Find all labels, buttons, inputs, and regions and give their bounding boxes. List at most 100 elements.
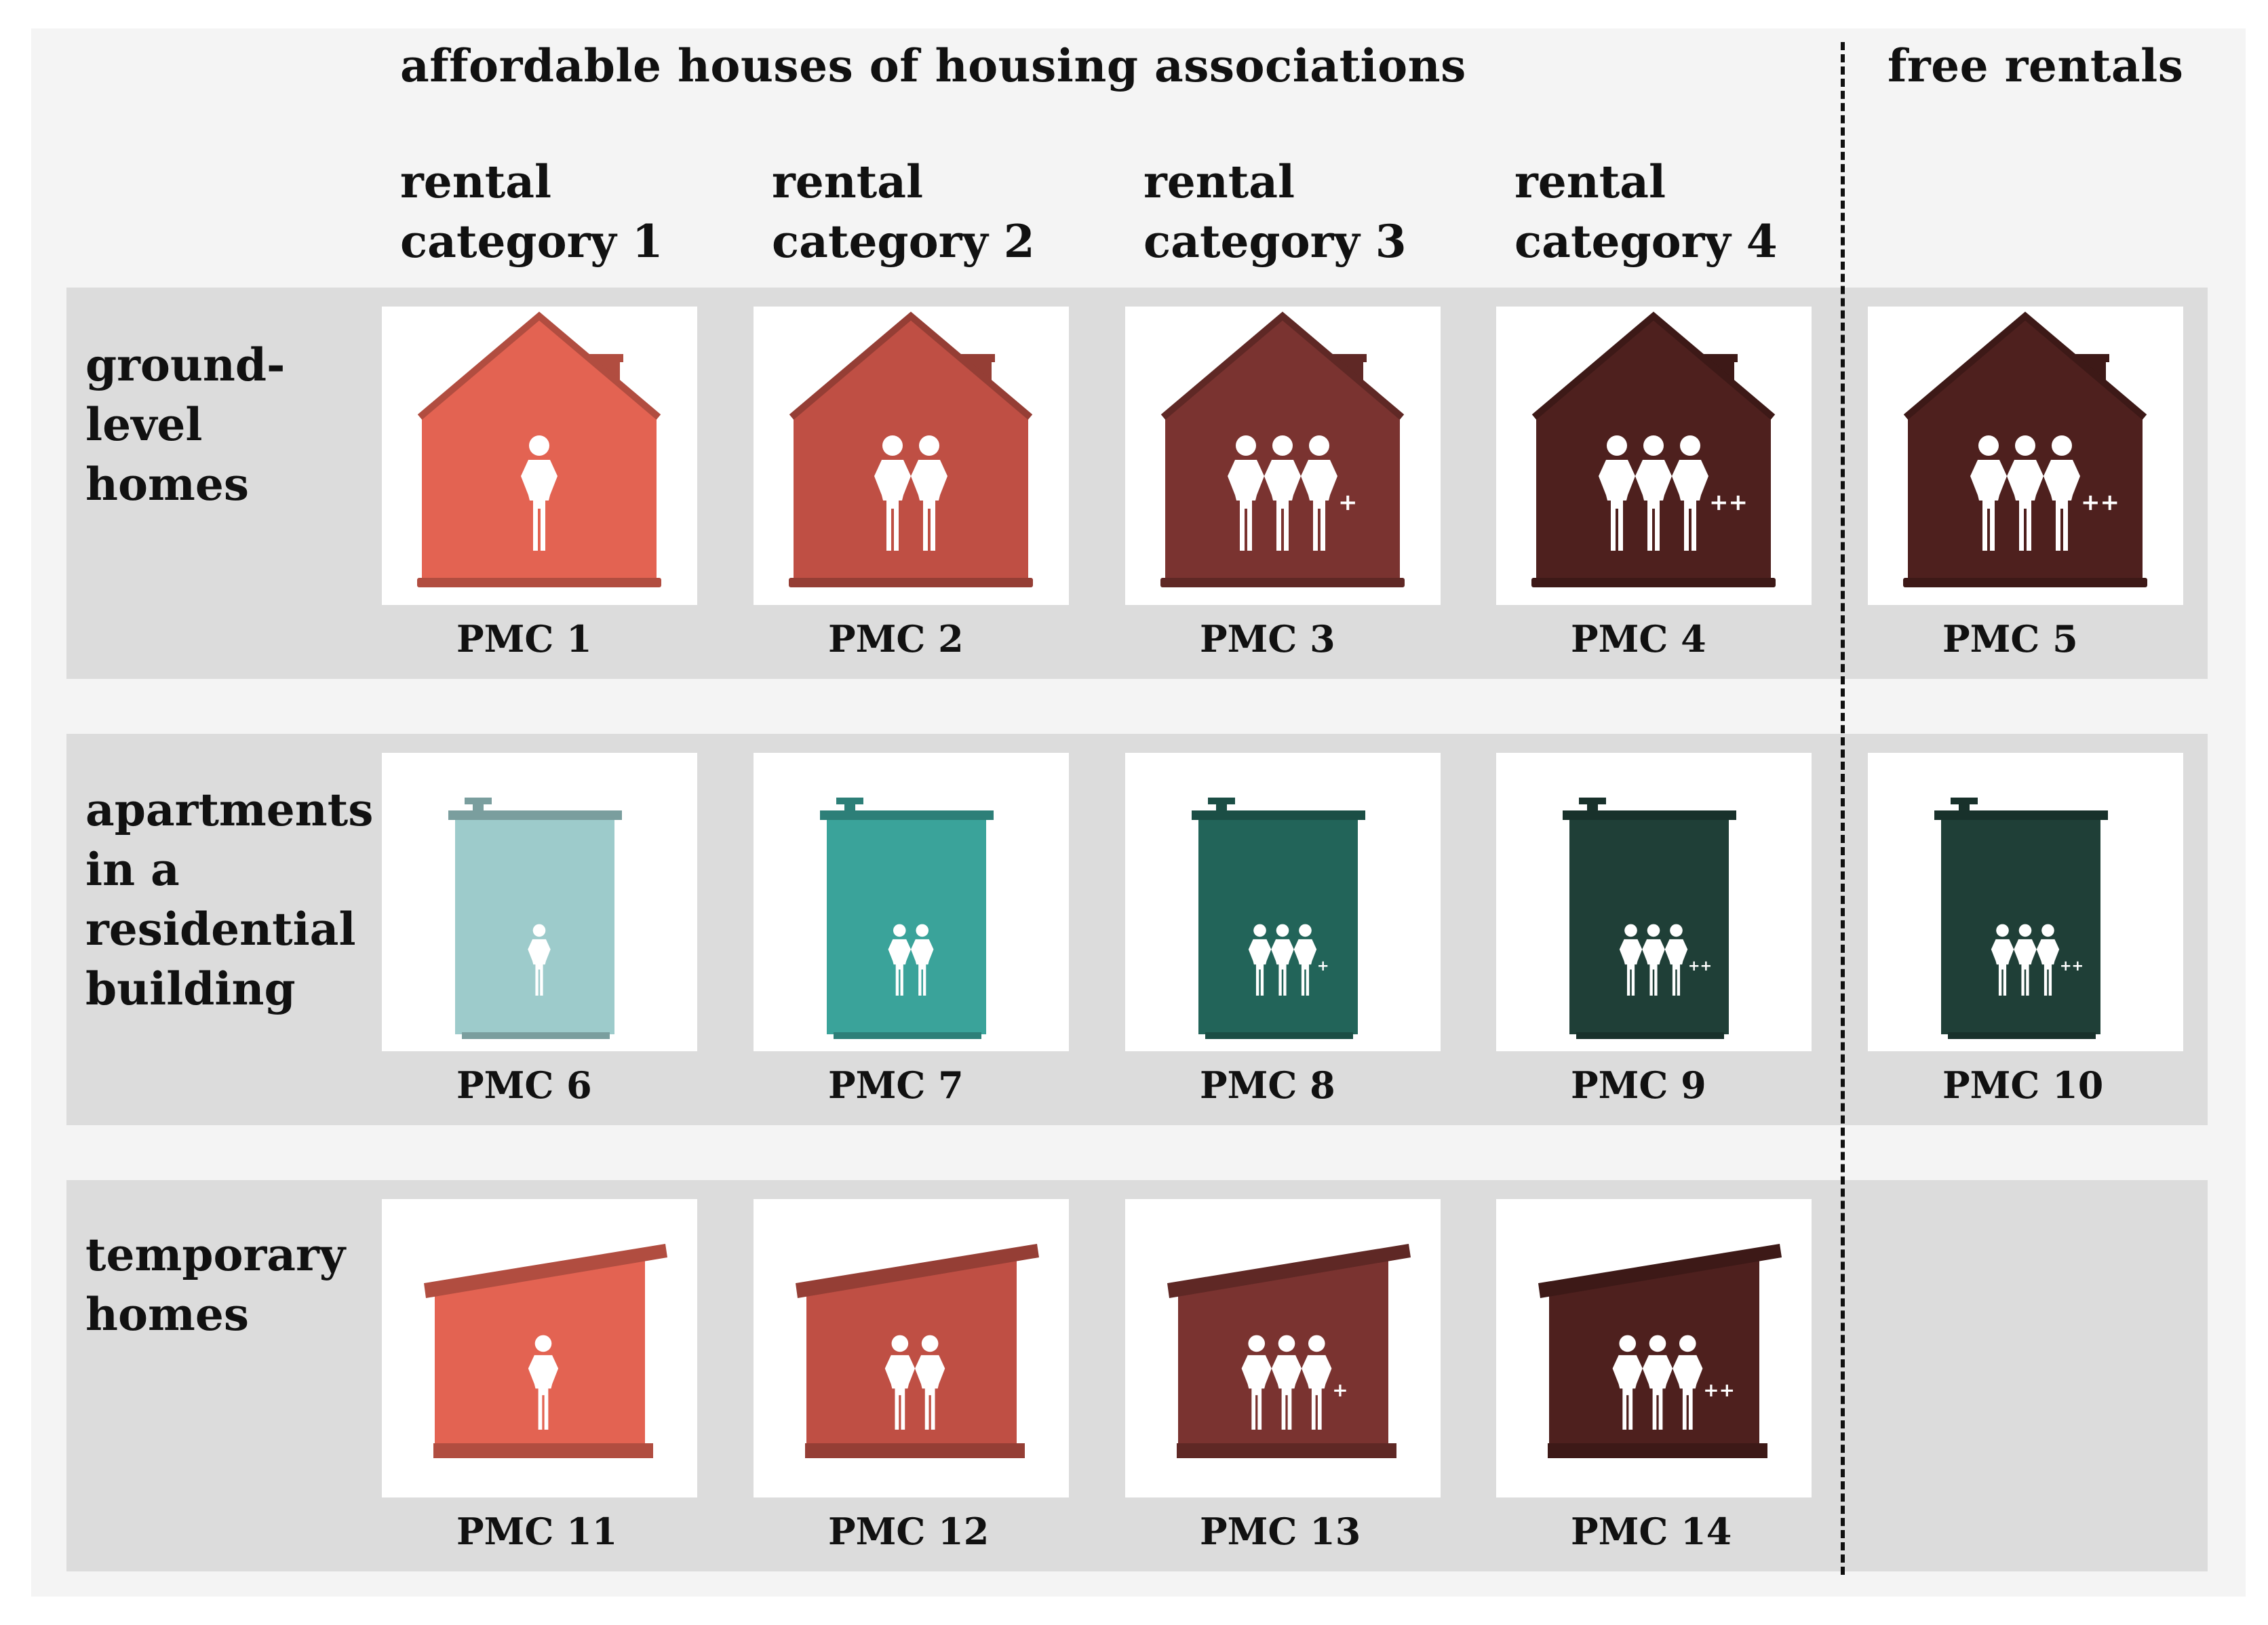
- plus-mark: +: [1332, 1379, 1348, 1401]
- row-header-line: level: [85, 398, 203, 451]
- occupants-group: ++: [1599, 435, 1748, 551]
- person-icon: [1271, 1335, 1302, 1430]
- pmc-label: PMC 13: [1200, 1510, 1361, 1553]
- pmc-label: PMC 9: [1571, 1063, 1706, 1107]
- occupants-group: [874, 435, 947, 551]
- cabin-icon: [796, 1244, 1039, 1458]
- column-header-line: rental: [1143, 155, 1295, 208]
- house-icon: +: [1160, 311, 1405, 587]
- person-icon: [1271, 924, 1294, 996]
- row-header-apartments: apartments in a residential building: [85, 780, 373, 1019]
- person-icon: [521, 435, 558, 551]
- column-header-line: category 1: [400, 215, 663, 268]
- row-header-line: temporary: [85, 1228, 346, 1281]
- person-icon: [1635, 435, 1672, 551]
- person-icon: [1228, 435, 1264, 551]
- person-icon: [1672, 435, 1708, 551]
- category-cell-14: ++: [1496, 1199, 1812, 1497]
- apartment-icon: [820, 798, 994, 1039]
- free-rentals-divider: [1841, 42, 1845, 1575]
- person-icon: [2036, 924, 2060, 996]
- column-header-rental-category-4: rental category 4: [1514, 152, 1854, 271]
- free-rentals-title: free rentals: [1888, 39, 2184, 92]
- person-icon: [1248, 924, 1272, 996]
- plus-mark: +: [1317, 957, 1329, 974]
- person-icon: [911, 924, 934, 996]
- occupants-group: [884, 1335, 945, 1430]
- row-header-line: homes: [85, 1288, 249, 1341]
- person-icon: [2044, 435, 2080, 551]
- column-header-line: rental: [1514, 155, 1666, 208]
- cabin-icon: +: [1167, 1244, 1411, 1458]
- person-icon: [1673, 1335, 1703, 1430]
- person-icon: [911, 435, 947, 551]
- apartment-icon: ++: [1934, 798, 2108, 1039]
- row-header-line: residential: [85, 903, 356, 956]
- category-cell-9: ++: [1496, 753, 1812, 1051]
- category-cell-8: +: [1125, 753, 1441, 1051]
- pmc-label: PMC 3: [1200, 617, 1335, 661]
- person-icon: [1970, 435, 2007, 551]
- occupants-group: ++: [1970, 435, 2119, 551]
- occupants-group: +: [1241, 1335, 1348, 1430]
- category-cell-10: ++: [1868, 753, 2183, 1051]
- pmc-label: PMC 7: [828, 1063, 964, 1107]
- occupants-group: +: [1248, 924, 1329, 996]
- pmc-label: PMC 2: [828, 617, 964, 661]
- pmc-label: PMC 10: [1942, 1063, 2104, 1107]
- person-icon: [1599, 435, 1635, 551]
- person-icon: [915, 1335, 945, 1430]
- column-header-line: category 2: [772, 215, 1035, 268]
- pmc-label: PMC 6: [456, 1063, 592, 1107]
- occupants-group: ++: [1612, 1335, 1735, 1430]
- person-icon: [528, 924, 551, 996]
- person-icon: [1264, 435, 1301, 551]
- column-header-rental-category-2: rental category 2: [772, 152, 1111, 271]
- person-icon: [874, 435, 911, 551]
- column-header-line: rental: [772, 155, 924, 208]
- person-icon: [1293, 924, 1317, 996]
- person-icon: [1619, 924, 1643, 996]
- row-header-ground-level-homes: ground- level homes: [85, 335, 370, 514]
- affordable-houses-title: affordable houses of housing association…: [400, 39, 1466, 92]
- occupants-group: +: [1228, 435, 1358, 551]
- pmc-label: PMC 11: [456, 1510, 618, 1553]
- category-cell-1: [382, 307, 697, 605]
- pmc-label: PMC 14: [1571, 1510, 1732, 1553]
- person-icon: [1302, 1335, 1332, 1430]
- person-icon: [884, 1335, 915, 1430]
- house-icon: ++: [1903, 311, 2147, 587]
- pmc-label: PMC 8: [1200, 1063, 1335, 1107]
- pmc-label: PMC 4: [1571, 617, 1706, 661]
- apartment-icon: +: [1192, 798, 1365, 1039]
- person-icon: [1241, 1335, 1272, 1430]
- category-cell-7: [754, 753, 1069, 1051]
- row-header-line: in a: [85, 843, 180, 896]
- occupants-group: ++: [1619, 924, 1712, 996]
- category-cell-2: [754, 307, 1069, 605]
- category-cell-4: ++: [1496, 307, 1812, 605]
- person-icon: [1642, 924, 1665, 996]
- category-cell-5: ++: [1868, 307, 2183, 605]
- person-icon: [528, 1335, 559, 1430]
- category-cell-6: [382, 753, 697, 1051]
- plus-mark: ++: [1703, 1379, 1735, 1401]
- occupants-group: [528, 924, 551, 996]
- person-icon: [1991, 924, 2014, 996]
- pmc-label: PMC 1: [456, 617, 592, 661]
- person-icon: [1301, 435, 1337, 551]
- pmc-label: PMC 5: [1942, 617, 2078, 661]
- plus-mark: +: [1338, 489, 1358, 516]
- person-icon: [2014, 924, 2037, 996]
- column-header-line: category 3: [1143, 215, 1407, 268]
- column-header-rental-category-1: rental category 1: [400, 152, 739, 271]
- person-icon: [1642, 1335, 1673, 1430]
- house-icon: [789, 311, 1033, 587]
- category-cell-3: +: [1125, 307, 1441, 605]
- apartment-icon: [448, 798, 622, 1039]
- category-cell-12: [754, 1199, 1069, 1497]
- plus-mark: ++: [1709, 489, 1748, 516]
- column-header-rental-category-3: rental category 3: [1143, 152, 1483, 271]
- category-cell-13: +: [1125, 1199, 1441, 1497]
- person-icon: [888, 924, 911, 996]
